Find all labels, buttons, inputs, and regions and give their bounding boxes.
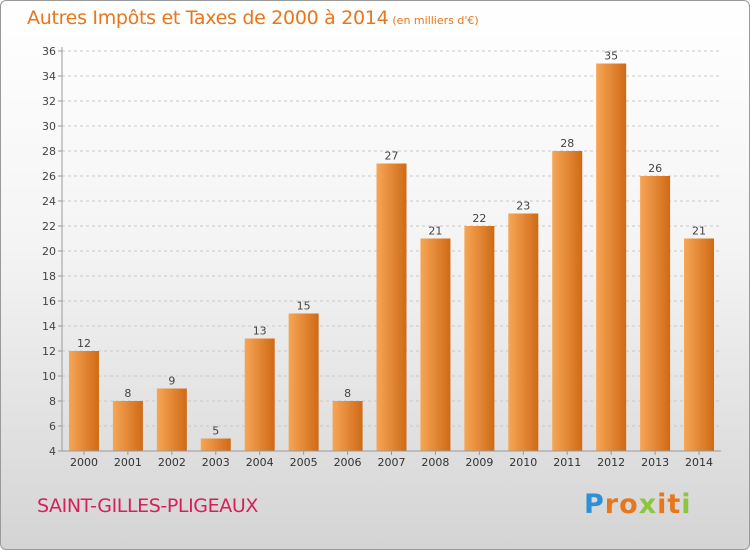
y-tick-label: 10 (42, 370, 56, 383)
logo-letter: t (667, 489, 682, 520)
bar (200, 438, 231, 451)
bar (684, 238, 715, 451)
y-tick-label: 28 (42, 145, 56, 158)
y-tick-label: 34 (42, 70, 56, 83)
data-label: 27 (385, 150, 399, 163)
x-tick-label: 2009 (465, 456, 493, 469)
y-tick-label: 18 (42, 270, 56, 283)
y-axis-ticks: 4 6 8 10 12 14 16 18 20 22 24 26 28 30 32 34 36 (42, 45, 62, 458)
bar (244, 338, 275, 451)
bar (332, 401, 363, 451)
bar (68, 351, 99, 451)
bar (112, 401, 143, 451)
y-tick-label: 30 (42, 120, 56, 133)
chart-subtitle: (en milliers d'€) (392, 14, 479, 27)
bar (552, 151, 583, 451)
data-label: 35 (604, 50, 618, 63)
bar (596, 63, 627, 451)
data-label: 26 (648, 162, 662, 175)
data-label: 28 (560, 137, 574, 150)
data-label: 5 (212, 425, 219, 438)
x-tick-label: 2012 (597, 456, 625, 469)
x-tick-label: 2013 (641, 456, 669, 469)
proxiti-logo: Proxiti (584, 489, 692, 520)
x-tick-label: 2005 (290, 456, 318, 469)
y-tick-label: 36 (42, 45, 56, 58)
bar (156, 388, 187, 451)
data-label: 23 (516, 200, 530, 213)
data-label: 8 (124, 387, 131, 400)
data-label: 15 (297, 300, 311, 313)
y-tick-label: 12 (42, 345, 56, 358)
y-tick-label: 4 (49, 445, 56, 458)
x-tick-label: 2000 (70, 456, 98, 469)
x-tick-label: 2008 (421, 456, 449, 469)
data-label: 9 (168, 375, 175, 388)
x-tick-label: 2010 (509, 456, 537, 469)
data-labels: 12 8 9 5 13 15 8 27 21 22 23 28 35 26 21 (77, 50, 706, 438)
logo-letter: i (657, 489, 668, 520)
x-tick-label: 2006 (334, 456, 362, 469)
data-label: 21 (428, 225, 442, 238)
x-axis-ticks: 2000 2001 2002 2003 2004 2005 2006 2007 2008 2009… (70, 451, 713, 469)
bar (376, 163, 407, 451)
x-tick-label: 2014 (685, 456, 713, 469)
bar (508, 213, 539, 451)
x-tick-label: 2011 (553, 456, 581, 469)
bar (420, 238, 451, 451)
logo-letter: P (584, 489, 605, 520)
logo-letter: x (638, 489, 658, 520)
logo-letter: o (619, 489, 639, 520)
bar (464, 226, 495, 451)
y-tick-label: 26 (42, 170, 56, 183)
bars (68, 63, 715, 451)
x-tick-label: 2001 (114, 456, 142, 469)
y-tick-label: 8 (49, 395, 56, 408)
chart-title: Autres Impôts et Taxes de 2000 à 2014 (en… (27, 7, 479, 29)
logo-letter: i (681, 489, 692, 520)
data-label: 8 (344, 387, 351, 400)
y-tick-label: 32 (42, 95, 56, 108)
logo-letter: r (604, 489, 620, 520)
commune-name: SAINT-GILLES-PLIGEAUX (37, 495, 258, 517)
data-label: 22 (472, 212, 486, 225)
y-tick-label: 14 (42, 320, 56, 333)
x-tick-label: 2003 (202, 456, 230, 469)
y-tick-label: 22 (42, 220, 56, 233)
chart-title-text: Autres Impôts et Taxes de 2000 à 2014 (27, 7, 389, 29)
y-tick-label: 20 (42, 245, 56, 258)
data-label: 12 (77, 337, 91, 350)
y-tick-label: 6 (49, 420, 56, 433)
x-tick-label: 2002 (158, 456, 186, 469)
x-tick-label: 2007 (378, 456, 406, 469)
axes (61, 47, 721, 452)
x-tick-label: 2004 (246, 456, 274, 469)
y-tick-label: 24 (42, 195, 56, 208)
bar (640, 176, 671, 451)
data-label: 21 (692, 225, 706, 238)
bar (288, 313, 319, 451)
data-label: 13 (253, 325, 267, 338)
y-tick-label: 16 (42, 295, 56, 308)
